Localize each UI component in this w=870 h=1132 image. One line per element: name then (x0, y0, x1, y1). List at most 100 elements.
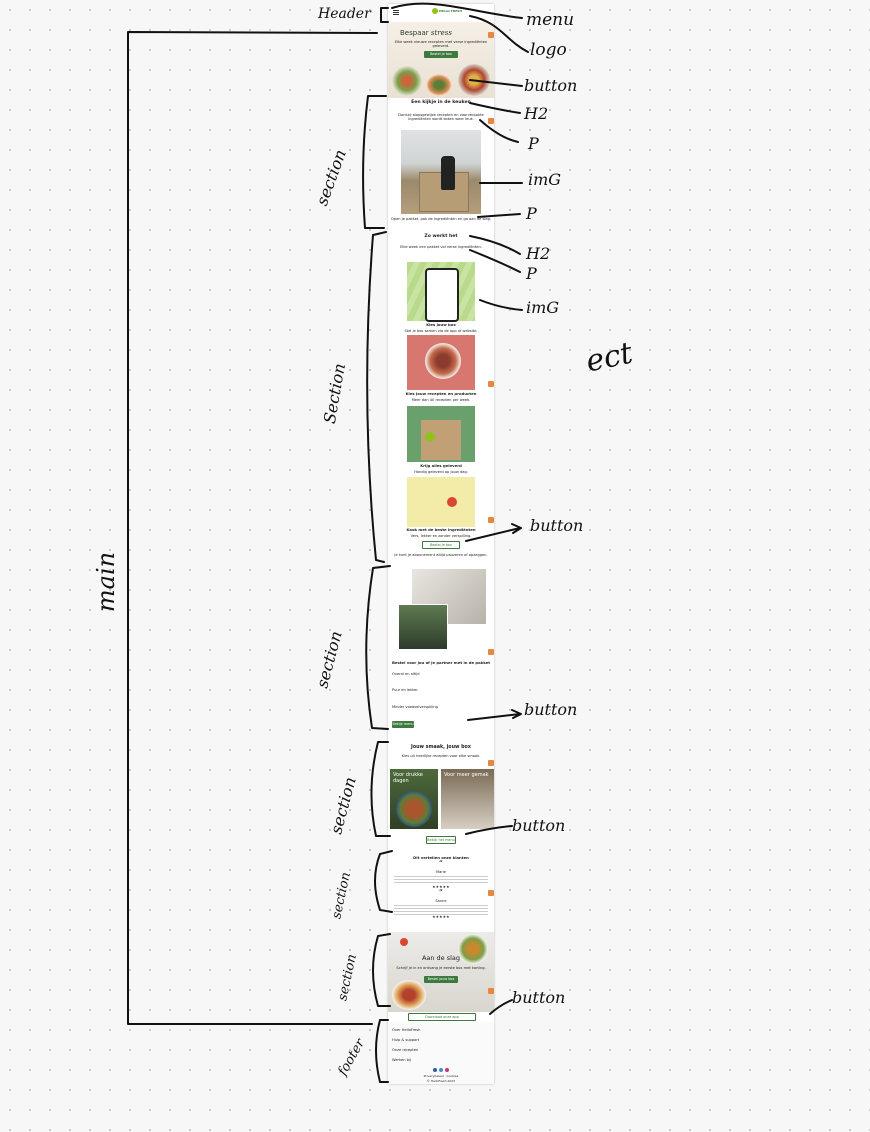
s5-stars-1: ★★★★★ (432, 885, 450, 889)
s2-text: Elke week een pakket vol verse ingrediën… (400, 245, 482, 249)
label-section-6: section (335, 952, 360, 1003)
footer-legal[interactable]: Privacybeleid · Cookies (423, 1074, 459, 1078)
label-h2-1: H2 (524, 104, 549, 123)
menu-icon[interactable] (393, 10, 399, 11)
section-bracket-3 (365, 565, 391, 730)
step3-title: Krijg alles geleverd (420, 463, 462, 468)
label-section-3: section (312, 628, 346, 691)
instagram-icon[interactable] (445, 1068, 449, 1072)
hero-dish-right (458, 64, 490, 96)
label-section-4: section (326, 774, 360, 837)
s4-card-1-dish (396, 791, 432, 827)
s3-collage-bottom (398, 604, 448, 650)
step2-text: Meer dan 40 recepten per week. (411, 398, 471, 402)
header-bracket (380, 7, 389, 23)
label-button-5: button (512, 988, 566, 1007)
label-header: Header (318, 6, 371, 22)
s4-text: Kies uit heerlijke recepten voor elke sm… (401, 754, 481, 758)
step1-text: Stel je box samen via de app of website. (404, 329, 478, 333)
label-button-3: button (524, 700, 578, 719)
unboxing-image (401, 130, 481, 214)
footer-link-2[interactable]: Hulp & support (392, 1038, 420, 1042)
hero-text: Elke week nieuwe recepten met verse ingr… (394, 40, 488, 49)
footer-link-1[interactable]: Over HelloFresh (392, 1028, 421, 1032)
section-bracket-1 (362, 95, 387, 229)
s6-text: Schrijf je in en ontvang je eerste box m… (396, 966, 486, 970)
feedback-tab[interactable] (488, 988, 494, 994)
s2-note: Je kunt je abonnement altijd pauzeren of… (394, 553, 488, 557)
hero-button[interactable]: Bestel je box (424, 51, 458, 58)
s6-dish-1 (458, 934, 488, 964)
quote-icon: “ (438, 859, 444, 868)
logo-icon[interactable] (432, 8, 438, 14)
label-section-1: section (312, 146, 350, 209)
s4-card-2-label: Voor meer gemak (444, 772, 489, 778)
s2-button[interactable]: Bestel je box (422, 541, 460, 549)
s5-name-1: Marie (436, 870, 446, 874)
label-button-4: button (512, 816, 566, 835)
step1-image (407, 262, 475, 322)
hero: Bespaar stress Elke week nieuwe recepten… (388, 22, 494, 98)
step1-title: Kies jouw box (426, 322, 456, 327)
s3-item-1: Overal en altijd (392, 672, 420, 676)
s1-text: Dankzij stapsgewijze recepten en voorver… (398, 113, 484, 122)
quote-icon: “ (438, 888, 444, 897)
cat-shape (441, 156, 455, 190)
s5-review-1-lines (394, 876, 488, 885)
s5-title: Dit vertellen onze klanten (413, 855, 469, 860)
s6-title: Aan de slag (421, 954, 461, 962)
step3-text: Handig geleverd op jouw dag. (414, 470, 468, 474)
footer-link-4[interactable]: Werken bij (392, 1058, 411, 1062)
s3-item-3: Minder voedselverspilling (392, 705, 438, 709)
feedback-tab[interactable] (488, 32, 494, 38)
tomato-icon (447, 497, 457, 507)
tomato-icon (400, 938, 408, 946)
step4-title: Kook met de beste ingrediënten (406, 527, 476, 532)
s3-title: Bestel voor jou of je partner met in de … (392, 660, 491, 665)
feedback-tab[interactable] (488, 890, 494, 896)
s4-button[interactable]: Bekijk het menu (426, 836, 456, 844)
hellofresh-box (421, 420, 461, 460)
feedback-tab[interactable] (488, 649, 494, 655)
s4-card-2: Voor meer gemak (441, 769, 494, 829)
label-img-1: imG (528, 170, 562, 189)
feedback-tab[interactable] (488, 517, 494, 523)
label-p-2: P (526, 204, 537, 223)
step2-title: Kies jouw recepten en producten (405, 391, 477, 396)
step4-image (407, 477, 475, 527)
s6-banner (388, 932, 494, 1012)
label-p-3: P (526, 264, 537, 283)
s4-card-1: Voor drukke dagen (390, 769, 438, 829)
feedback-tab[interactable] (488, 118, 494, 124)
logo-text: HELLO FRESH (439, 9, 462, 13)
s5-review-2-lines (394, 905, 488, 915)
section-bracket-2 (366, 231, 387, 563)
hero-dish-left (392, 66, 422, 96)
hero-bowl (426, 74, 452, 96)
twitter-icon[interactable] (439, 1068, 443, 1072)
label-button-1: button (524, 76, 578, 95)
footer-copyright: © HelloFresh 2023 (426, 1079, 456, 1083)
s1-caption: Open je pakket, pak de ingrediënten en g… (390, 217, 492, 221)
s3-button[interactable]: Bekijk menu (392, 721, 414, 728)
feedback-tab[interactable] (488, 381, 494, 387)
s3-item-2: Puur en lekker (392, 688, 418, 692)
step2-image (407, 335, 475, 390)
step3-image (407, 406, 475, 462)
label-menu: menu (526, 10, 575, 30)
hero-title: Bespaar stress (400, 29, 452, 37)
label-section-2: Section (319, 361, 350, 426)
app-button[interactable]: Download onze app (408, 1013, 476, 1021)
s4-card-1-label: Voor drukke dagen (393, 772, 423, 784)
s5-name-2: Sanne (435, 899, 447, 903)
s1-title: Een kijkje in de keuken (411, 100, 471, 105)
s6-button[interactable]: Bestel jouw box (424, 976, 458, 983)
step4-text: Vers, lekker en zonder verspilling. (410, 534, 472, 538)
s4-title: Jouw smaak, jouw box (411, 745, 471, 750)
facebook-icon[interactable] (433, 1068, 437, 1072)
label-img-2: imG (526, 298, 560, 317)
feedback-tab[interactable] (488, 760, 494, 766)
s6-dish-2 (392, 980, 426, 1010)
footer-link-3[interactable]: Onze recepten (392, 1048, 419, 1052)
label-button-2: button (530, 516, 584, 535)
